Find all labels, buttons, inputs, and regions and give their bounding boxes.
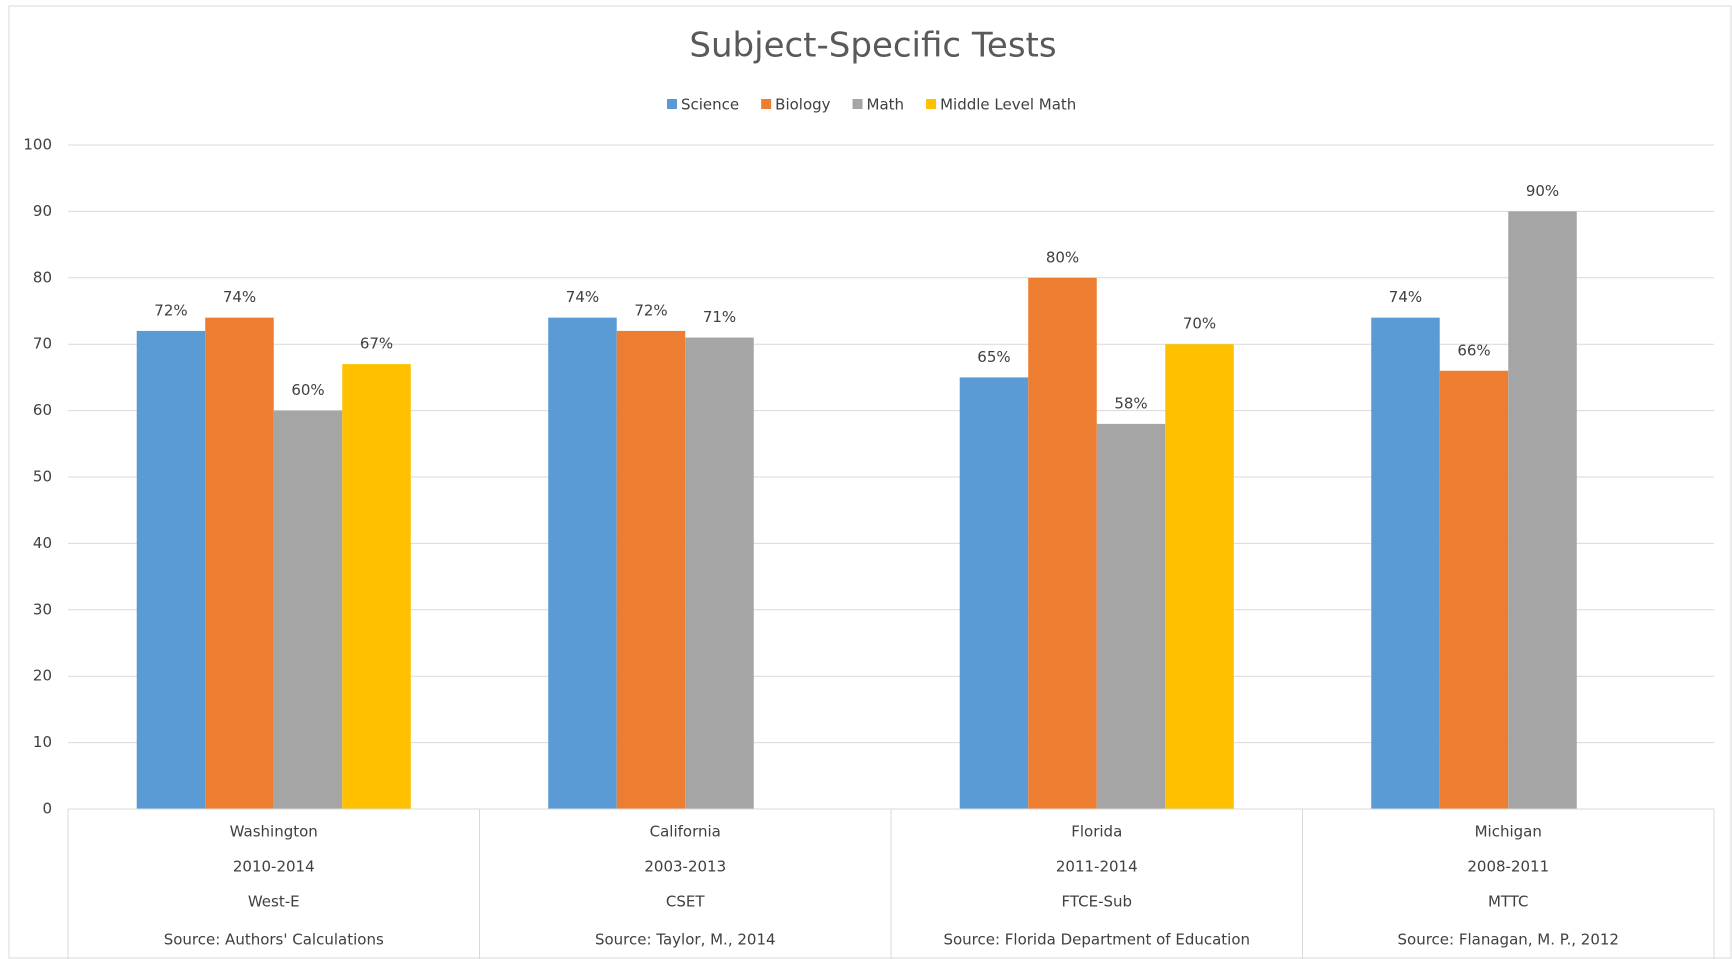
x-tick-label: Source: Taylor, M., 2014: [595, 931, 776, 949]
legend-swatch: [761, 99, 772, 109]
x-tick-label: Source: Authors' Calculations: [164, 931, 384, 949]
data-label: 58%: [1114, 394, 1147, 412]
y-tick-label: 0: [42, 800, 52, 818]
bar: [342, 364, 411, 809]
data-label: 70%: [1183, 315, 1216, 333]
y-tick-label: 40: [33, 534, 52, 552]
x-tick-label: Source: Florida Department of Education: [943, 931, 1250, 949]
x-tick-label: Source: Flanagan, M. P., 2012: [1398, 931, 1619, 949]
y-tick-label: 90: [33, 202, 52, 220]
x-tick-label: MTTC: [1488, 893, 1529, 911]
bar: [616, 330, 686, 809]
data-label: 66%: [1457, 341, 1490, 359]
data-label: 71%: [703, 308, 736, 326]
x-tick-label: 2011-2014: [1056, 858, 1138, 876]
data-label: 67%: [360, 335, 393, 353]
legend-label: Math: [867, 96, 905, 114]
y-tick-label: 80: [33, 268, 52, 286]
x-tick-label: West-E: [248, 893, 300, 911]
bar: [548, 317, 617, 809]
bar: [1508, 211, 1577, 809]
data-label: 74%: [566, 288, 599, 306]
bar: [136, 330, 206, 809]
data-label: 90%: [1526, 182, 1559, 200]
y-tick-label: 50: [33, 468, 52, 486]
data-label: 72%: [634, 301, 667, 319]
x-tick-label: Florida: [1071, 823, 1122, 841]
x-tick-label: FTCE-Sub: [1061, 893, 1132, 911]
x-tick-label: California: [650, 823, 721, 841]
y-tick-label: 60: [33, 401, 52, 419]
y-tick-label: 30: [33, 600, 52, 618]
bar: [1096, 423, 1166, 809]
data-label: 72%: [154, 301, 187, 319]
x-tick-label: CSET: [666, 893, 705, 911]
legend-swatch: [926, 99, 937, 109]
bar: [273, 410, 343, 809]
x-tick-label: 2010-2014: [233, 858, 315, 876]
bar: [1028, 277, 1097, 809]
legend-label: Biology: [775, 96, 831, 114]
legend-swatch: [667, 99, 677, 109]
x-tick-label: 2008-2011: [1467, 858, 1549, 876]
bar: [959, 377, 1029, 809]
legend-label: Science: [681, 96, 739, 114]
y-tick-label: 100: [23, 136, 52, 154]
chart-title: Subject-Specific Tests: [689, 26, 1056, 66]
legend-label: Middle Level Math: [940, 96, 1076, 114]
x-tick-label: 2003-2013: [644, 858, 726, 876]
y-tick-label: 20: [33, 667, 52, 685]
data-label: 60%: [291, 381, 324, 399]
data-label: 74%: [223, 288, 256, 306]
data-label: 65%: [977, 348, 1010, 366]
bar: [1439, 370, 1509, 809]
data-label: 80%: [1046, 248, 1079, 266]
bar: [1165, 344, 1234, 809]
legend-swatch: [852, 99, 863, 109]
bar: [685, 337, 754, 809]
bar: [1371, 317, 1440, 809]
bar: [205, 317, 274, 809]
x-tick-label: Washington: [230, 823, 318, 841]
x-tick-label: Michigan: [1475, 823, 1542, 841]
y-tick-label: 70: [33, 335, 52, 353]
y-tick-label: 10: [33, 733, 52, 751]
data-label: 74%: [1389, 288, 1422, 306]
